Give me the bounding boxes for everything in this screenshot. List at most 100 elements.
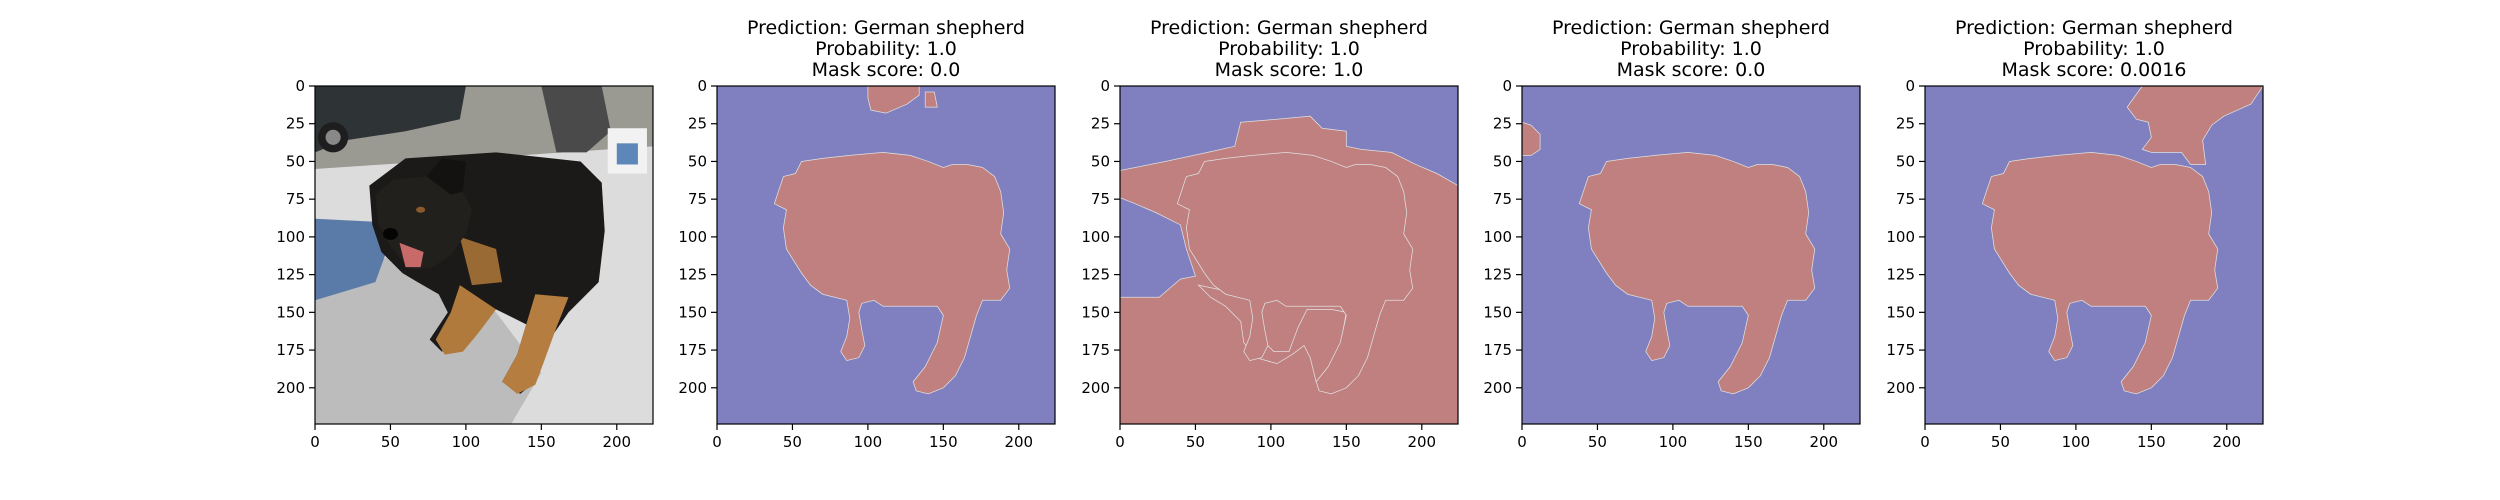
y-tick-label: 150 [1081, 303, 1110, 321]
y-tick-label: 50 [286, 152, 305, 170]
y-tick-label: 25 [1091, 115, 1110, 133]
mask-image [1522, 86, 1860, 424]
y-tick-label: 25 [688, 115, 707, 133]
axes-frame [314, 85, 654, 425]
x-tick-label: 0 [310, 433, 320, 451]
panel-title-line: Probability: 1.0 [1218, 38, 1360, 60]
x-tick-label: 100 [1257, 433, 1286, 451]
dog-head [375, 176, 472, 271]
mask-region [1522, 121, 1541, 156]
y-tick-label: 150 [1483, 303, 1512, 321]
x-tick-label: 50 [1588, 433, 1607, 451]
y-tick-label: 125 [276, 266, 305, 284]
x-tick-label: 200 [1407, 433, 1436, 451]
y-tick-label: 175 [276, 341, 305, 359]
x-tick-label: 50 [1186, 433, 1205, 451]
y-tick-label: 75 [1493, 190, 1512, 208]
y-tick-label: 0 [1100, 77, 1110, 95]
y-tick-label: 125 [1886, 266, 1915, 284]
mask-region [1176, 152, 1414, 395]
mask-region [1981, 152, 2219, 395]
y-tick-label: 75 [1896, 190, 1915, 208]
panel-3: 0 50 100 150 200 0 25 50 75 100 125 150 175 200 Predic… [1081, 17, 1459, 451]
y-tick-label: 100 [1081, 228, 1110, 246]
y-tick-label: 50 [1091, 152, 1110, 170]
bucket-label [616, 143, 638, 165]
y-tick-label: 0 [1502, 77, 1512, 95]
car-hubcap [325, 129, 341, 145]
x-tick-label: 50 [783, 433, 802, 451]
mask-region [867, 86, 920, 114]
dog-nose [382, 227, 398, 240]
y-tick-label: 150 [276, 303, 305, 321]
x-tick-label: 150 [1734, 433, 1763, 451]
x-tick-label: 0 [1517, 433, 1527, 451]
shadow [315, 255, 542, 424]
axes-frame [1119, 85, 1459, 425]
mask-image [1925, 86, 2263, 424]
panel-title-line: Mask score: 0.0 [1617, 59, 1766, 81]
y-tick-label: 125 [678, 266, 707, 284]
dog-paw-left [435, 285, 497, 355]
x-tick-label: 100 [1659, 433, 1688, 451]
x-tick-label: 0 [712, 433, 722, 451]
photo-image [315, 86, 653, 424]
y-tick-label: 100 [1886, 228, 1915, 246]
panel-1: 0 50 100 150 200 0 25 50 75 100 125 150 175 200 [276, 77, 654, 451]
y-tick-label: 50 [1896, 152, 1915, 170]
y-tick-label: 200 [1081, 379, 1110, 397]
mask-region [924, 91, 938, 108]
panel-5: 0 50 100 150 200 0 25 50 75 100 125 150 175 200 Predic… [1886, 17, 2264, 451]
y-tick-label: 175 [678, 341, 707, 359]
y-tick-label: 75 [1091, 190, 1110, 208]
panel-title-line: Probability: 1.0 [1620, 38, 1762, 60]
y-tick-label: 0 [1905, 77, 1915, 95]
y-tick-label: 50 [1493, 152, 1512, 170]
panel-title-line: Probability: 1.0 [815, 38, 957, 60]
x-tick-label: 0 [1920, 433, 1930, 451]
x-tick-label: 100 [452, 433, 481, 451]
panel-title-line: Prediction: German shepherd [1955, 17, 2233, 39]
axes-frame [1521, 85, 1861, 425]
panel-4: 0 50 100 150 200 0 25 50 75 100 125 150 175 200 Predic… [1483, 17, 1861, 451]
x-tick-label: 150 [929, 433, 958, 451]
y-tick-label: 100 [1483, 228, 1512, 246]
y-tick-label: 175 [1483, 341, 1512, 359]
axes-frame [716, 85, 1056, 425]
y-tick-label: 200 [678, 379, 707, 397]
dog-chest [459, 236, 503, 286]
x-tick-label: 150 [2137, 433, 2166, 451]
x-tick-label: 200 [2212, 433, 2241, 451]
y-tick-label: 200 [1886, 379, 1915, 397]
panel-2: 0 50 100 150 200 0 25 50 75 100 125 150 175 200 Predic… [678, 17, 1056, 451]
mask-image [717, 86, 1055, 424]
y-tick-label: 150 [1886, 303, 1915, 321]
x-tick-label: 50 [381, 433, 400, 451]
panel-title-line: Prediction: German shepherd [747, 17, 1025, 39]
mask-region [2126, 86, 2263, 165]
panel-title-line: Mask score: 0.0016 [2002, 59, 2187, 81]
person-legs [541, 86, 611, 153]
y-tick-label: 0 [295, 77, 305, 95]
x-tick-label: 50 [1991, 433, 2010, 451]
panel-title-line: Prediction: German shepherd [1552, 17, 1830, 39]
x-tick-label: 150 [527, 433, 556, 451]
y-tick-label: 0 [697, 77, 707, 95]
x-tick-label: 100 [2062, 433, 2091, 451]
y-tick-label: 50 [688, 152, 707, 170]
mask-region [773, 152, 1011, 395]
x-tick-label: 200 [602, 433, 631, 451]
y-tick-label: 125 [1483, 266, 1512, 284]
mask-image [1120, 86, 1458, 424]
y-tick-label: 75 [688, 190, 707, 208]
y-tick-label: 100 [678, 228, 707, 246]
jeans [315, 218, 388, 301]
y-tick-label: 100 [276, 228, 305, 246]
panel-title-line: Probability: 1.0 [2023, 38, 2165, 60]
mask-region [1578, 152, 1816, 395]
y-tick-label: 150 [678, 303, 707, 321]
y-tick-label: 25 [1493, 115, 1512, 133]
x-tick-label: 200 [1004, 433, 1033, 451]
y-tick-label: 25 [1896, 115, 1915, 133]
